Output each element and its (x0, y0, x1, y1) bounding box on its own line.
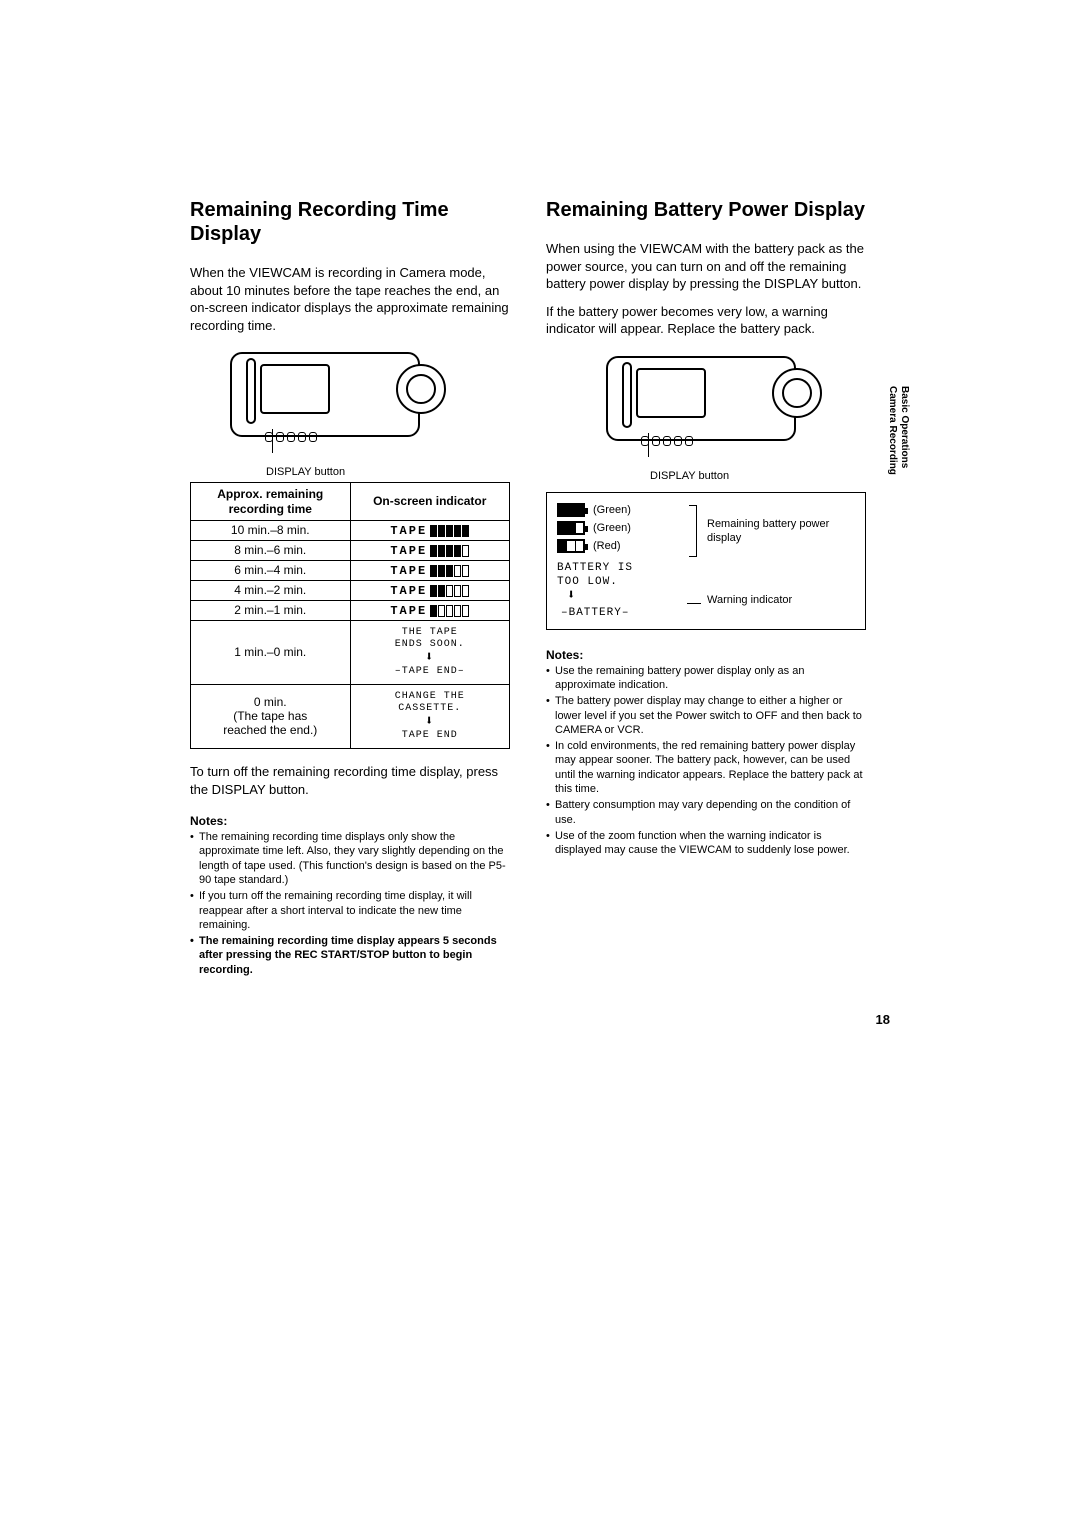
table-row-change-cassette: 0 min. (The tape has reached the end.) C… (191, 684, 510, 748)
battery-icon-full (557, 503, 585, 517)
right-note-3: In cold environments, the red remaining … (546, 739, 866, 796)
left-note-bold: The remaining recording time display app… (190, 934, 510, 977)
left-heading: Remaining Recording Time Display (190, 198, 510, 246)
camera-illustration-left (210, 344, 440, 464)
battery-warning-text: BATTERY IS TOO LOW. ⬇ (557, 561, 855, 605)
battery-label-green-2: (Green) (593, 522, 631, 534)
right-notes-list: Use the remaining battery power display … (546, 664, 866, 858)
right-note-5: Use of the zoom function when the warnin… (546, 829, 866, 858)
left-intro: When the VIEWCAM is recording in Camera … (190, 264, 510, 334)
camera-illustration-right (586, 348, 816, 468)
table-header-time: Approx. remaining recording time (191, 483, 351, 521)
table-row: 6 min.–4 min.TAPE (191, 560, 510, 580)
table-row: 2 min.–1 min.TAPE (191, 600, 510, 620)
display-button-label-left: DISPLAY button (266, 466, 510, 478)
right-note-2: The battery power display may change to … (546, 694, 866, 737)
battery-icon-one-third (557, 539, 585, 553)
left-note-1: The remaining recording time displays on… (190, 830, 510, 887)
table-row-tape-end: 1 min.–0 min. THE TAPE ENDS SOON. ⬇ –TAP… (191, 620, 510, 684)
battery-label-red: (Red) (593, 540, 621, 552)
warning-indicator-label: Warning indicator (707, 593, 792, 607)
right-heading: Remaining Battery Power Display (546, 198, 866, 222)
left-notes-heading: Notes: (190, 814, 510, 828)
battery-label-green-1: (Green) (593, 504, 631, 516)
battery-indicator-box: (Green) (Green) (Red) Remaining battery … (546, 492, 866, 630)
right-note-4: Battery consumption may vary depending o… (546, 798, 866, 827)
remaining-battery-label: Remaining battery power display (707, 517, 865, 546)
tape-table: Approx. remaining recording time On-scre… (190, 482, 510, 749)
side-tab: Basic OperationsCamera Recording (886, 386, 910, 475)
right-notes-heading: Notes: (546, 648, 866, 662)
display-button-label-right: DISPLAY button (650, 470, 866, 482)
left-note-2: If you turn off the remaining recording … (190, 889, 510, 932)
table-row: 8 min.–6 min.TAPE (191, 540, 510, 560)
battery-flash-indicator: –BATTERY– (557, 607, 633, 619)
table-row: 4 min.–2 min.TAPE (191, 580, 510, 600)
battery-icon-two-thirds (557, 521, 585, 535)
page-number: 18 (876, 1012, 890, 1027)
right-intro-1: When using the VIEWCAM with the battery … (546, 240, 866, 293)
right-column: Remaining Battery Power Display When usi… (546, 198, 866, 979)
left-notes-list: The remaining recording time displays on… (190, 830, 510, 977)
table-row: 10 min.–8 min.TAPE (191, 520, 510, 540)
right-note-1: Use the remaining battery power display … (546, 664, 866, 693)
table-header-indicator: On-screen indicator (350, 483, 510, 521)
right-intro-2: If the battery power becomes very low, a… (546, 303, 866, 338)
left-column: Remaining Recording Time Display When th… (190, 198, 510, 979)
left-post-table: To turn off the remaining recording time… (190, 763, 510, 798)
